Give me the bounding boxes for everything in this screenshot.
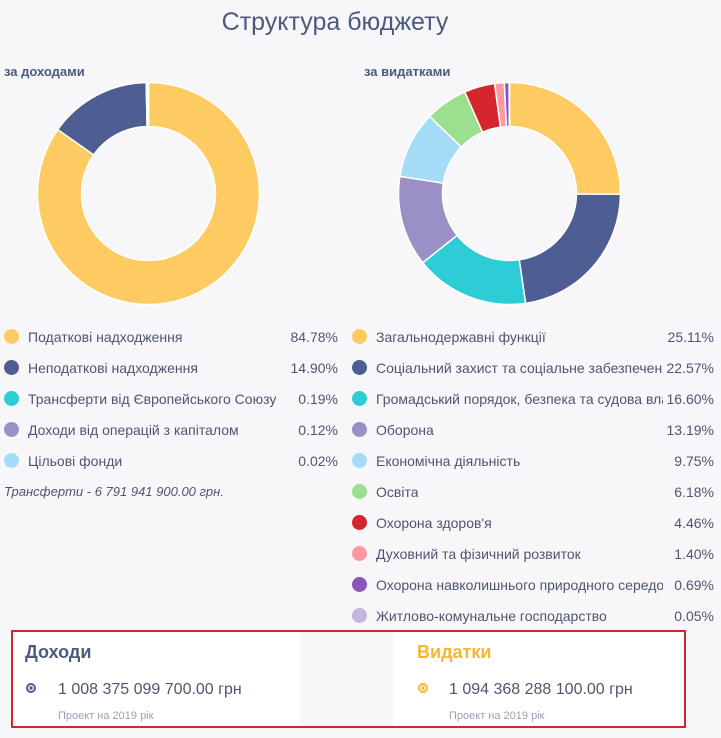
legend-value: 4.46% bbox=[674, 515, 714, 531]
income-caption: Проект на 2019 рік bbox=[58, 710, 154, 722]
page-title: Структура бюджету bbox=[221, 8, 449, 36]
legend-item[interactable]: Податкові надходження 84.78% bbox=[4, 322, 338, 353]
legend-item[interactable]: Доходи від операцій з капіталом 0.12% bbox=[4, 415, 338, 446]
legend-swatch-icon bbox=[4, 391, 19, 406]
legend-item[interactable]: Охорона здоров'я 4.46% bbox=[352, 508, 714, 539]
legend-value: 0.05% bbox=[674, 608, 714, 624]
legend-label: Податкові надходження bbox=[28, 329, 183, 345]
expense-caption: Проект на 2019 рік bbox=[449, 710, 545, 722]
legend-swatch-icon bbox=[352, 422, 367, 437]
legend-swatch-icon bbox=[352, 577, 367, 592]
legend-swatch-icon bbox=[4, 329, 19, 344]
legend-value: 1.40% bbox=[674, 546, 714, 562]
legend-item[interactable]: Загальнодержавні функції 25.11% bbox=[352, 322, 714, 353]
legend-value: 0.69% bbox=[674, 577, 714, 593]
legend-swatch-icon bbox=[352, 546, 367, 561]
expense-chart-label: за видатками bbox=[364, 64, 451, 79]
legend-label: Неподаткові надходження bbox=[28, 360, 198, 376]
expense-summary-card: Видатки 1 094 368 288 100.00 грн Проект … bbox=[393, 632, 684, 728]
legend-swatch-icon bbox=[352, 515, 367, 530]
legend-label: Охорона навколишнього природного середов… bbox=[376, 577, 663, 593]
donut-slice-0-0[interactable] bbox=[36, 81, 261, 306]
legend-value: 16.60% bbox=[666, 391, 714, 407]
legend-item[interactable]: Цільові фонди 0.02% bbox=[4, 446, 338, 477]
income-donut-chart[interactable] bbox=[36, 81, 261, 306]
income-chart-label: за доходами bbox=[4, 64, 85, 79]
income-summary-card: Доходи 1 008 375 099 700.00 грн Проект н… bbox=[13, 632, 300, 728]
legend-swatch-icon bbox=[352, 391, 367, 406]
legend-item[interactable]: Освіта 6.18% bbox=[352, 477, 714, 508]
legend-swatch-icon bbox=[352, 608, 367, 623]
income-bullet-icon bbox=[26, 683, 36, 693]
legend-label: Житлово-комунальне господарство bbox=[376, 608, 607, 624]
donut-slice-1-0[interactable] bbox=[508, 81, 622, 196]
expense-summary-title: Видатки bbox=[417, 642, 492, 662]
income-legend: Податкові надходження 84.78% Неподаткові н… bbox=[4, 322, 338, 477]
expense-bullet-icon bbox=[418, 683, 428, 693]
legend-swatch-icon bbox=[352, 484, 367, 499]
transfers-note: Трансферти - 6 791 941 900.00 грн. bbox=[4, 484, 224, 499]
legend-item[interactable]: Неподаткові надходження 14.90% bbox=[4, 353, 338, 384]
donut-slice-1-1[interactable] bbox=[518, 193, 622, 305]
legend-item[interactable]: Трансферти від Європейського Союзу 0.19% bbox=[4, 384, 338, 415]
legend-value: 0.12% bbox=[298, 422, 338, 438]
legend-swatch-icon bbox=[4, 360, 19, 375]
legend-swatch-icon bbox=[4, 453, 19, 468]
legend-item[interactable]: Оборона 13.19% bbox=[352, 415, 714, 446]
income-summary-title: Доходи bbox=[25, 642, 92, 662]
legend-value: 84.78% bbox=[290, 329, 338, 345]
legend-swatch-icon bbox=[352, 453, 367, 468]
income-amount: 1 008 375 099 700.00 грн bbox=[58, 681, 242, 698]
spacer bbox=[310, 632, 385, 728]
legend-item[interactable]: Економічна діяльність 9.75% bbox=[352, 446, 714, 477]
legend-value: 13.19% bbox=[666, 422, 714, 438]
legend-swatch-icon bbox=[352, 329, 367, 344]
legend-item[interactable]: Соціальний захист та соціальне забезпече… bbox=[352, 353, 714, 384]
legend-swatch-icon bbox=[352, 360, 367, 375]
legend-label: Оборона bbox=[376, 422, 434, 438]
legend-label: Трансферти від Європейського Союзу bbox=[28, 391, 277, 407]
legend-label: Загальнодержавні функції bbox=[376, 329, 546, 345]
legend-label: Соціальний захист та соціальне забезпече… bbox=[376, 360, 663, 376]
legend-swatch-icon bbox=[4, 422, 19, 437]
legend-label: Освіта bbox=[376, 484, 419, 500]
legend-item[interactable]: Духовний та фізичний розвиток 1.40% bbox=[352, 539, 714, 570]
legend-label: Громадський порядок, безпека та судова в… bbox=[376, 391, 663, 407]
legend-item[interactable]: Житлово-комунальне господарство 0.05% bbox=[352, 601, 714, 632]
legend-label: Економічна діяльність bbox=[376, 453, 521, 469]
legend-label: Цільові фонди bbox=[28, 453, 123, 469]
legend-value: 0.02% bbox=[298, 453, 338, 469]
legend-label: Охорона здоров'я bbox=[376, 515, 492, 531]
legend-value: 6.18% bbox=[674, 484, 714, 500]
legend-value: 9.75% bbox=[674, 453, 714, 469]
expense-legend: Загальнодержавні функції 25.11% Соціальний… bbox=[352, 322, 714, 632]
legend-value: 25.11% bbox=[667, 329, 714, 345]
legend-value: 0.19% bbox=[298, 391, 338, 407]
legend-item[interactable]: Охорона навколишнього природного середов… bbox=[352, 570, 714, 601]
legend-value: 22.57% bbox=[666, 360, 714, 376]
summary-highlight-frame bbox=[11, 630, 686, 728]
legend-item[interactable]: Громадський порядок, безпека та судова в… bbox=[352, 384, 714, 415]
legend-value: 14.90% bbox=[290, 360, 338, 376]
legend-label: Духовний та фізичний розвиток bbox=[376, 546, 581, 562]
expense-donut-chart[interactable] bbox=[397, 81, 622, 306]
expense-amount: 1 094 368 288 100.00 грн bbox=[449, 681, 633, 698]
legend-label: Доходи від операцій з капіталом bbox=[28, 422, 239, 438]
